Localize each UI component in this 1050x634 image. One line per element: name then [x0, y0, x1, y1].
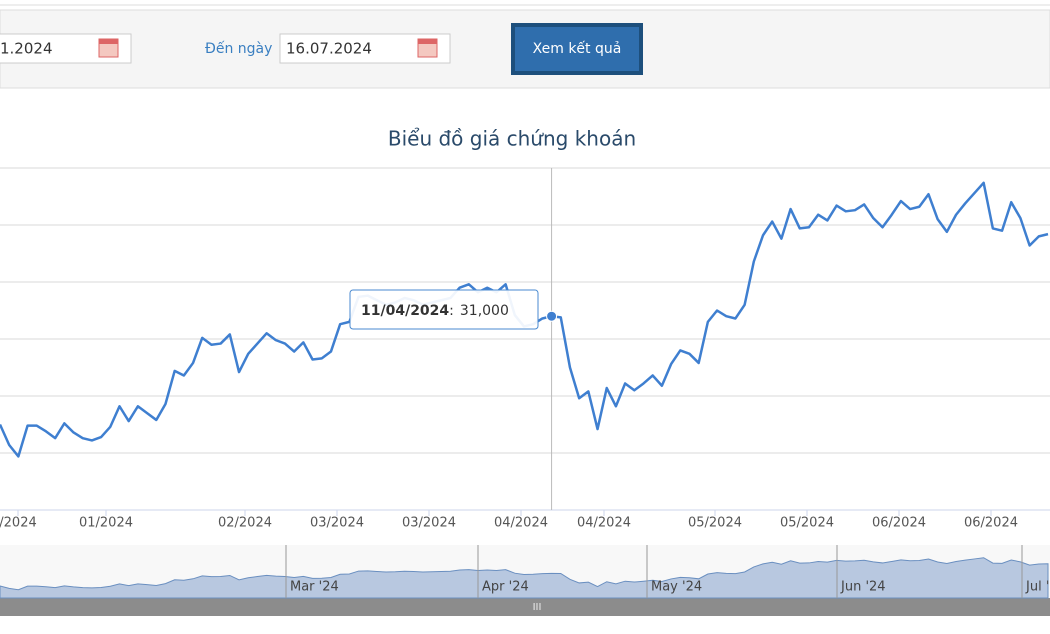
tooltip-text: 11/04/2024: 31,000	[361, 303, 509, 319]
x-tick-label: 05/2024	[780, 516, 834, 531]
navigator-label: Apr '24	[482, 580, 529, 595]
navigator-area	[0, 557, 1049, 599]
chart-title: Biểu đồ giá chứng khoán	[388, 127, 636, 151]
tooltip-separator: :	[449, 303, 454, 319]
navigator-label: Jun '24	[840, 580, 886, 595]
scrollbar-grip: III	[533, 602, 542, 613]
x-tick-label: 03/2024	[402, 516, 456, 531]
x-tick-label: /2024	[0, 516, 37, 531]
x-tick-label: 04/2024	[494, 516, 548, 531]
to-date-label: Đến ngày	[205, 40, 272, 57]
x-tick-label: 06/2024	[964, 516, 1018, 531]
to-date: 16.07.2024	[286, 40, 372, 58]
scrollbar[interactable]	[0, 598, 1050, 616]
submit-button[interactable]	[511, 23, 643, 75]
x-tick-label: 03/2024	[310, 516, 364, 531]
navigator-label: Jul '24	[1025, 580, 1050, 595]
tooltip-value: 31,000	[460, 303, 509, 319]
submit-label: Xem kết quả	[533, 40, 622, 57]
tooltip-point	[546, 310, 558, 322]
tooltip: 11/04/2024: 31,000	[349, 289, 539, 330]
x-tick-label: 04/2024	[577, 516, 631, 531]
x-tick-label: 05/2024	[688, 516, 742, 531]
tooltip-date: 11/04/2024	[361, 303, 449, 319]
from-date: 1.2024	[0, 40, 53, 58]
x-tick-label: 01/2024	[79, 516, 133, 531]
navigator-label: May '24	[651, 580, 702, 595]
calendar-icon[interactable]	[417, 38, 438, 58]
calendar-icon[interactable]	[98, 38, 119, 58]
x-tick-label: 02/2024	[218, 516, 272, 531]
navigator-label: Mar '24	[290, 580, 339, 595]
tooltip-box	[349, 289, 539, 330]
x-tick-label: 06/2024	[872, 516, 926, 531]
